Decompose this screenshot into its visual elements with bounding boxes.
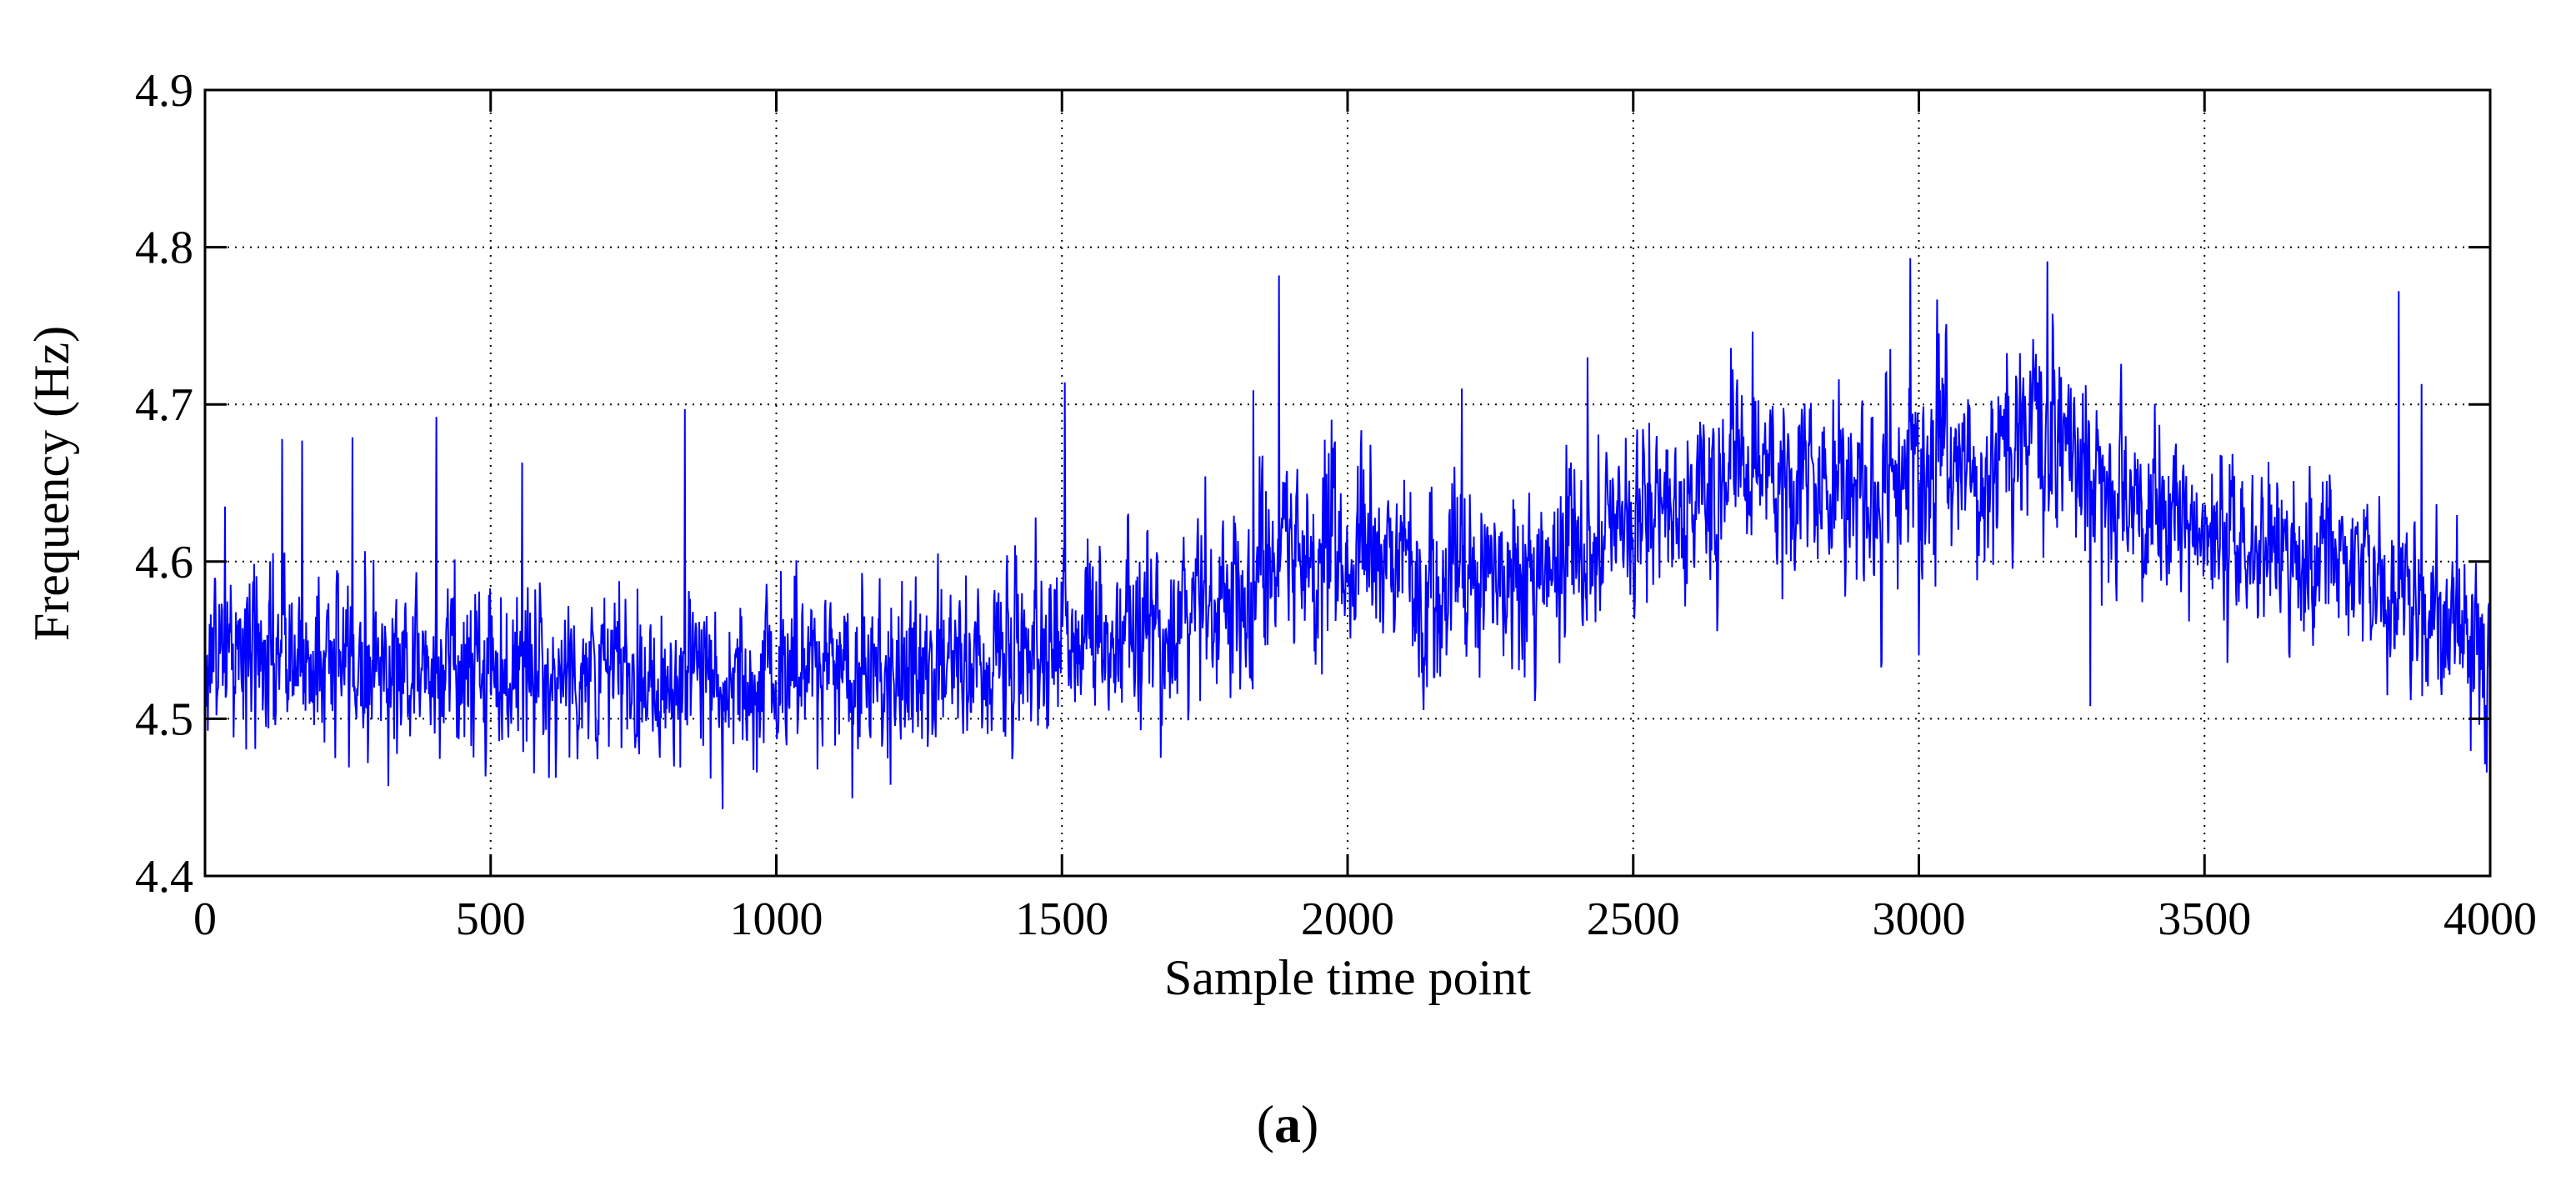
y-tick-label: 4.7 — [135, 379, 193, 431]
series-group — [205, 258, 2490, 809]
frequency-series-line — [205, 258, 2490, 809]
x-tick-label: 1500 — [1015, 893, 1108, 945]
panel-label-close: ) — [1301, 1094, 1318, 1153]
x-tick-label: 2000 — [1301, 893, 1394, 945]
x-tick-label: 0 — [193, 893, 217, 945]
x-tick-label: 3500 — [2158, 893, 2251, 945]
x-tick-label: 1000 — [730, 893, 823, 945]
y-tick-label: 4.6 — [135, 537, 193, 588]
x-tick-label: 4000 — [2443, 893, 2537, 945]
y-tick-label: 4.8 — [135, 223, 193, 274]
y-tick-labels: 4.4 4.5 4.6 4.7 4.8 4.9 — [135, 65, 193, 903]
panel-label: (a) — [1257, 1094, 1319, 1153]
y-tick-label: 4.4 — [135, 851, 193, 903]
x-tick-label: 3000 — [1873, 893, 1966, 945]
axis-ticks — [203, 88, 2492, 878]
y-tick-label: 4.9 — [135, 65, 193, 117]
y-tick-label: 4.5 — [135, 693, 193, 745]
x-axis-title: Sample time point — [1164, 950, 1531, 1005]
panel-label-letter: a — [1274, 1094, 1301, 1153]
x-tick-labels: 0 500 1000 1500 2000 2500 3000 3500 4000 — [193, 893, 2537, 945]
panel-label-open: ( — [1257, 1094, 1274, 1153]
x-tick-label: 500 — [456, 893, 526, 945]
y-axis-title: Frequency (Hz) — [24, 326, 79, 641]
x-tick-label: 2500 — [1587, 893, 1680, 945]
